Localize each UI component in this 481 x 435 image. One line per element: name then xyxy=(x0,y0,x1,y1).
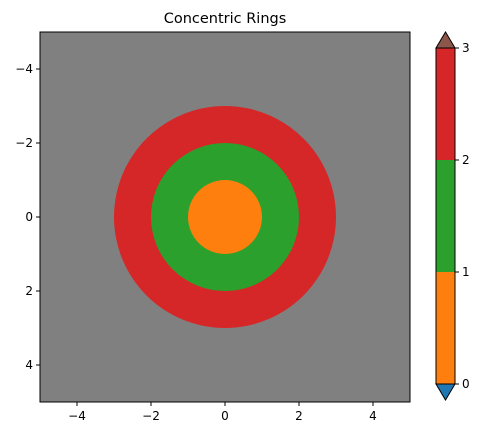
y-tick-label: 4 xyxy=(25,358,33,372)
colorbar-extend-under xyxy=(435,383,456,401)
colorbar-band-2 xyxy=(436,48,455,160)
colorbar-tick-label: 3 xyxy=(462,41,470,55)
x-tick-label: −2 xyxy=(142,409,160,423)
colorbar: 0 1 2 3 xyxy=(435,31,470,401)
colorbar-extend-over xyxy=(435,31,456,49)
colorbar-tick-label: 1 xyxy=(462,265,470,279)
colorbar-band-1 xyxy=(436,160,455,272)
x-tick-label: 0 xyxy=(221,409,229,423)
colorbar-tick-label: 0 xyxy=(462,377,470,391)
x-axis: −4 −2 0 2 4 xyxy=(68,402,377,423)
colorbar-band-0 xyxy=(436,272,455,384)
y-tick-label: −4 xyxy=(15,62,33,76)
y-tick-label: −2 xyxy=(15,136,33,150)
x-tick-label: 4 xyxy=(369,409,377,423)
colorbar-frame xyxy=(435,47,456,385)
y-tick-label: 0 xyxy=(25,210,33,224)
y-axis: −4 −2 0 2 4 xyxy=(15,62,40,372)
chart-title: Concentric Rings xyxy=(164,11,287,27)
x-tick-label: −4 xyxy=(68,409,86,423)
plot-area xyxy=(39,31,411,403)
ring-2 xyxy=(188,180,262,254)
x-tick-label: 2 xyxy=(295,409,303,423)
colorbar-tick-label: 2 xyxy=(462,153,470,167)
y-tick-label: 2 xyxy=(25,284,33,298)
